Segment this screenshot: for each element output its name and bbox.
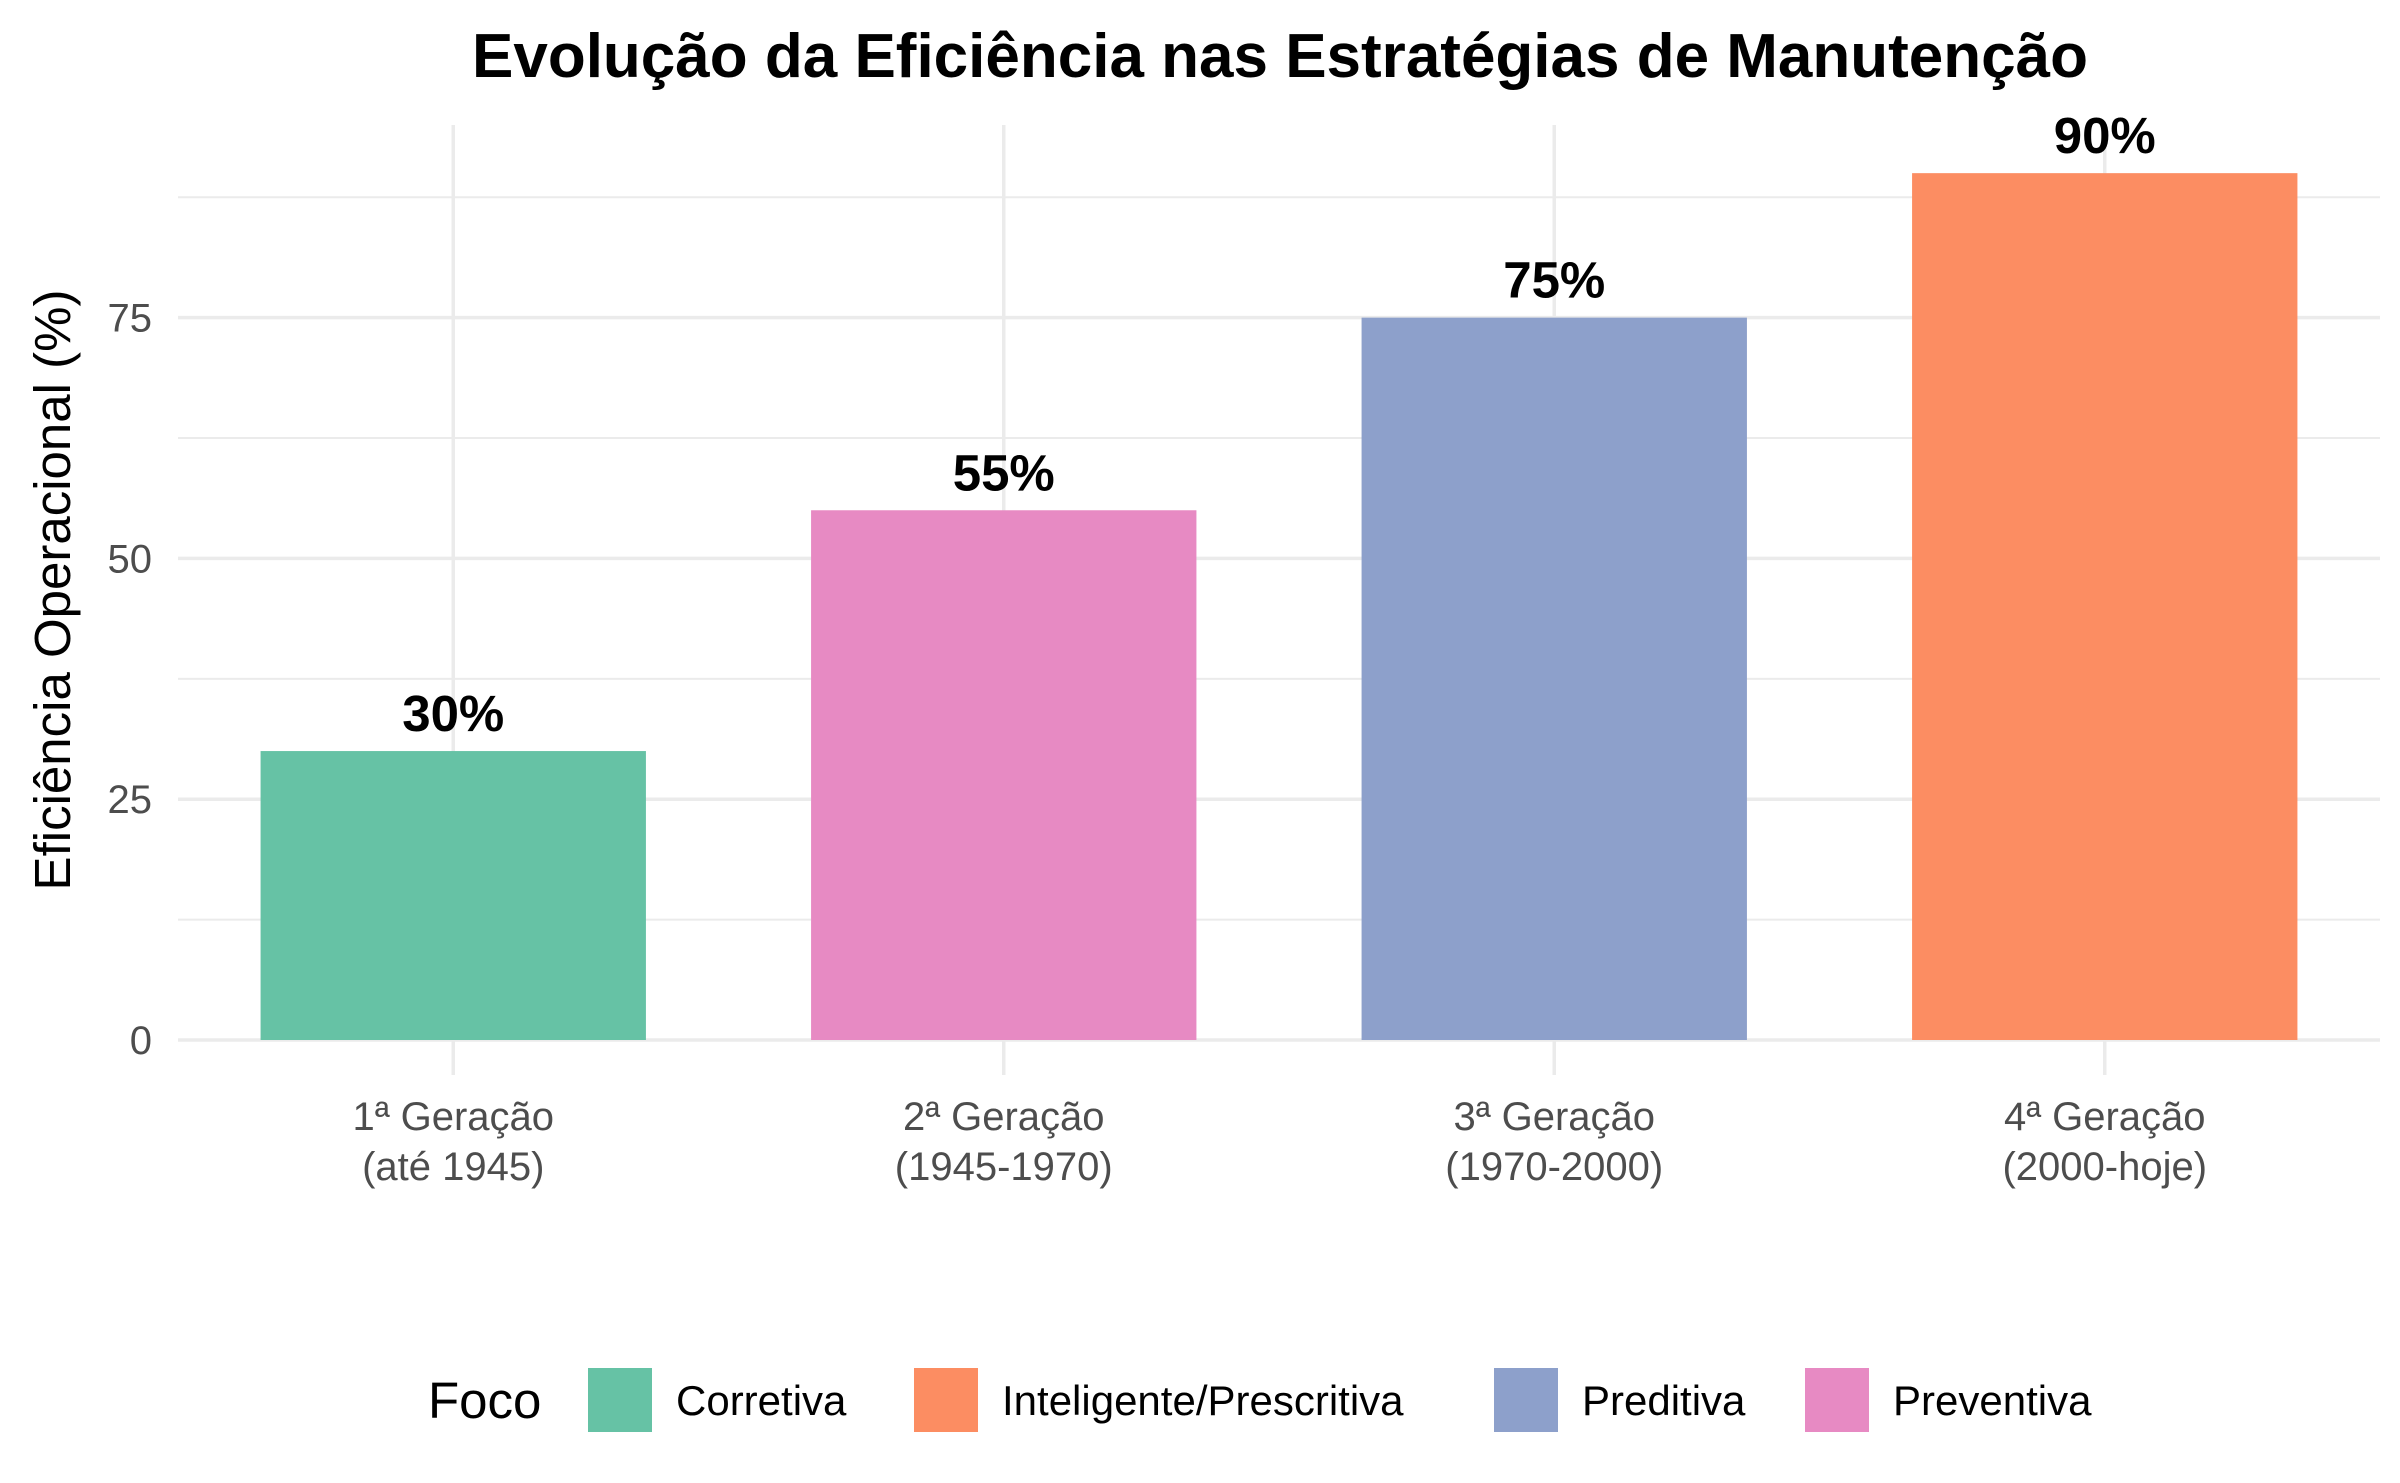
legend: Foco Corretiva Inteligente/Prescritiva Pred…	[428, 1368, 2092, 1432]
x-tick-label: 1ª Geração (até 1945)	[352, 1095, 554, 1189]
y-tick-label: 0	[130, 1019, 152, 1063]
y-tick-label: 50	[108, 537, 153, 581]
legend-key	[588, 1368, 652, 1432]
legend-key	[1494, 1368, 1558, 1432]
y-tick-label: 25	[108, 778, 153, 822]
bar	[1912, 173, 2298, 1040]
x-tick-label: 4ª Geração (2000-hoje)	[2002, 1095, 2207, 1189]
x-axis-ticks: 1ª Geração (até 1945) 2ª Geração (1945-1970…	[352, 1095, 2207, 1189]
legend-label: Corretiva	[676, 1377, 847, 1424]
y-tick-label: 75	[108, 297, 153, 341]
y-axis-title: Eficiência Operacional (%)	[24, 290, 81, 891]
legend-label: Inteligente/Prescritiva	[1002, 1377, 1404, 1424]
bar	[811, 510, 1197, 1040]
legend-title: Foco	[428, 1372, 541, 1429]
data-label: 30%	[402, 685, 504, 742]
x-tick-label: 3ª Geração (1970-2000)	[1445, 1095, 1663, 1189]
legend-key	[1805, 1368, 1869, 1432]
y-axis-ticks: 0 25 50 75	[108, 297, 153, 1063]
legend-key	[914, 1368, 978, 1432]
legend-label: Preditiva	[1582, 1377, 1746, 1424]
legend-label: Preventiva	[1893, 1377, 2092, 1424]
data-label: 90%	[2054, 107, 2156, 164]
bars	[260, 173, 2298, 1040]
bar	[260, 751, 646, 1040]
x-tick-label: 2ª Geração (1945-1970)	[895, 1095, 1113, 1189]
data-label: 55%	[953, 444, 1055, 501]
data-labels: 30% 55% 75% 90%	[402, 107, 2156, 742]
bar	[1361, 317, 1747, 1040]
data-label: 75%	[1503, 252, 1605, 309]
chart-title: Evolução da Eficiência nas Estratégias d…	[472, 22, 2088, 91]
